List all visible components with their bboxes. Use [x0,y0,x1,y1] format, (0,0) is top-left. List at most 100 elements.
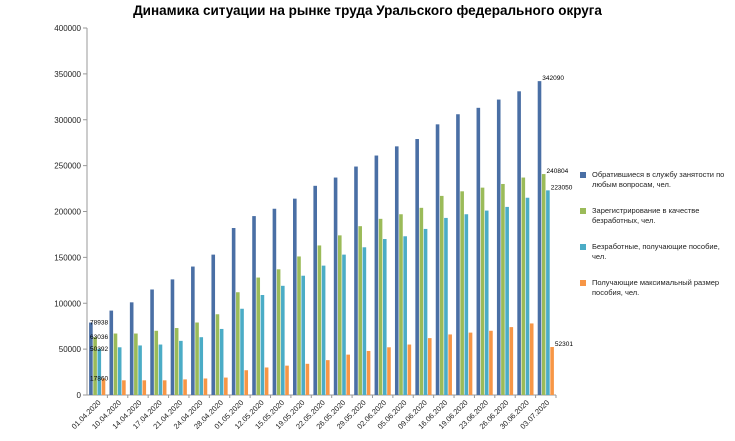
bar [195,322,199,395]
legend-swatch [580,280,586,286]
bar [301,275,306,395]
bar [260,294,265,395]
bar [448,334,452,395]
y-tick-label: 200000 [54,208,81,217]
bar [276,269,281,395]
data-label: 17860 [90,376,108,383]
bar [109,310,114,395]
bar [427,338,432,395]
legend-item: Обратившиеся в службу занятости по любым… [580,170,730,190]
bar [313,185,317,395]
bar [97,348,102,395]
bar [305,363,310,395]
bar [337,235,342,395]
bar [419,207,424,395]
bar [89,322,93,395]
bar [134,333,138,395]
legend-label: Безработные, получающие пособие, чел. [592,242,720,261]
legend-label: Зарегистрирование в качестве безработных… [592,206,700,225]
bar [550,347,554,395]
bar [297,256,301,395]
bar [154,330,159,395]
bar [321,265,326,395]
legend-item: Зарегистрирование в качестве безработных… [580,206,730,226]
bar [435,124,440,396]
bar [382,239,387,395]
bar [333,177,338,395]
legend-label: Обратившиеся в службу занятости по любым… [592,170,725,189]
bar [525,197,530,395]
bar [407,344,412,395]
y-tick-label: 400000 [54,24,81,33]
bar [464,214,469,395]
bar [529,323,534,395]
chart-bars [89,81,554,396]
bar [317,245,322,395]
bar [272,208,277,395]
y-tick-label: 300000 [54,116,81,125]
data-label: 240804 [547,168,569,175]
bar [537,81,542,396]
bar [219,328,224,395]
bar [501,183,505,395]
data-label: 223050 [551,184,573,191]
data-label: 50392 [90,346,108,353]
data-label: 52301 [555,341,573,348]
bar [456,114,460,396]
bar [293,198,297,395]
bar [264,367,269,395]
bar [346,354,350,395]
bar [378,218,383,395]
bar [439,195,444,395]
bar [399,214,403,395]
legend-swatch [580,208,586,214]
chart-data-labels: 78938 63036 50392 17860 342090 240804 223050 52… [90,75,573,382]
bar [468,332,473,395]
chart-legend: Обратившиеся в службу занятости по любым… [580,170,730,314]
bar [224,377,228,395]
y-tick-label: 150000 [54,253,81,262]
data-label: 63036 [90,334,108,341]
bar [358,226,362,395]
bar [101,378,106,395]
bar [281,285,285,395]
bar [484,210,489,395]
data-label: 78938 [90,320,108,327]
bar [240,308,244,395]
bar [129,302,134,395]
bar [142,380,147,395]
bar [509,327,514,395]
bar [374,155,379,395]
bar [517,91,521,396]
bar [122,380,126,395]
bar [394,146,399,395]
bar [191,266,195,395]
bar [354,166,358,395]
bar [546,190,550,395]
bar [326,360,330,395]
bar [179,340,183,395]
y-tick-label: 50000 [59,345,82,354]
y-tick-label: 100000 [54,299,81,308]
bar [496,99,501,395]
bar [174,328,179,395]
bar [256,277,261,395]
bar [117,347,122,395]
legend-item: Безработные, получающие пособие, чел. [580,242,730,262]
bar [199,337,204,395]
bar [366,350,371,395]
bar [387,347,391,395]
bar [342,254,346,395]
bar [183,379,187,395]
bar [158,344,163,395]
bar [362,247,367,395]
bar [203,378,208,395]
y-tick-label: 250000 [54,162,81,171]
bar [423,228,428,395]
chart-title: Динамика ситуации на рынке труда Уральск… [133,3,602,18]
legend-swatch [580,244,586,250]
y-tick-label: 0 [77,391,82,400]
bar [285,365,289,395]
bar [489,330,493,395]
